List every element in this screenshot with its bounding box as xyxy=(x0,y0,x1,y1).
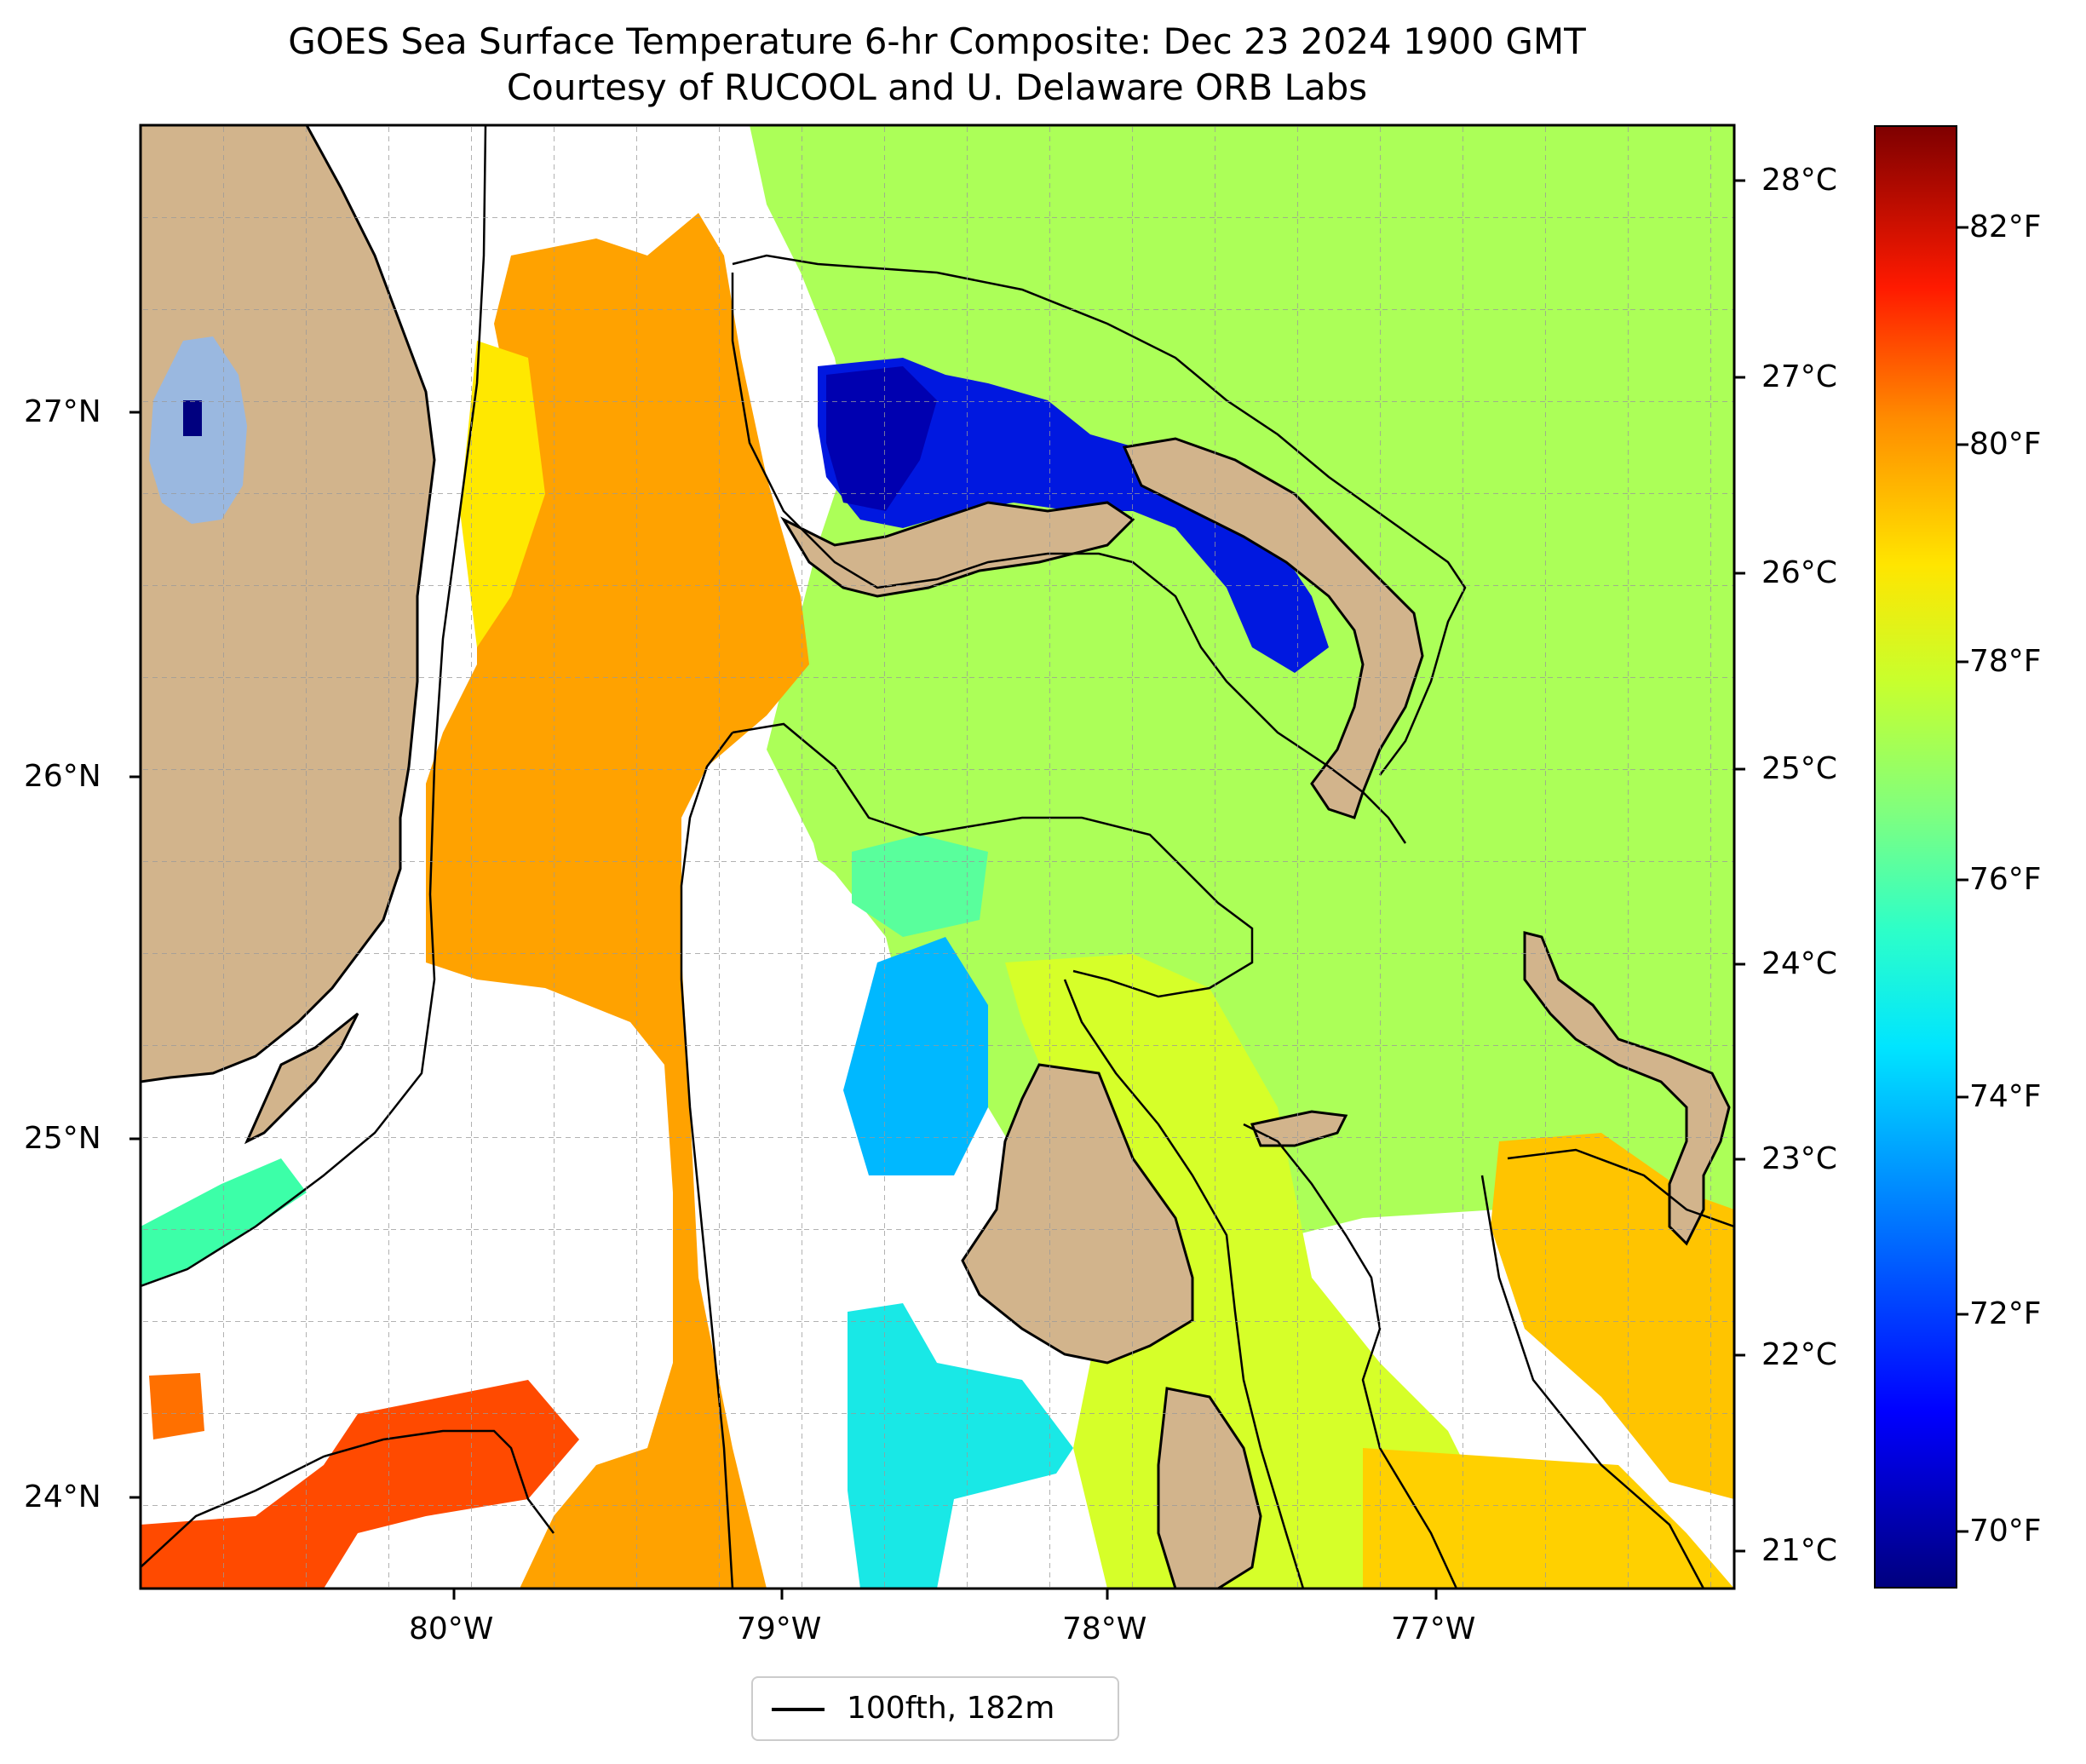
celsius-ticks xyxy=(1734,179,1745,1553)
fahrenheit-label: 82°F xyxy=(1969,210,2042,244)
celsius-label: 24°C xyxy=(1761,946,1837,981)
lat-label: 24°N xyxy=(24,1480,101,1514)
map-gridlines xyxy=(141,125,1734,1589)
fahrenheit-label: 78°F xyxy=(1969,644,2042,679)
celsius-label: 22°C xyxy=(1761,1337,1837,1372)
celsius-label: 25°C xyxy=(1761,751,1837,786)
map-subtitle: Courtesy of RUCOOL and U. Delaware ORB L… xyxy=(506,66,1368,108)
map-frame xyxy=(139,124,1736,1590)
celsius-label: 26°C xyxy=(1761,555,1837,590)
celsius-label: 28°C xyxy=(1761,163,1837,198)
temperature-colorbar xyxy=(1874,125,1957,1589)
lat-label: 25°N xyxy=(24,1121,101,1156)
celsius-label: 21°C xyxy=(1761,1533,1837,1568)
legend-label: 100fth, 182m xyxy=(847,1691,1055,1726)
celsius-label: 23°C xyxy=(1761,1141,1837,1176)
legend-contour-line xyxy=(772,1708,825,1711)
lon-ticks xyxy=(452,1589,1438,1600)
fahrenheit-label: 72°F xyxy=(1969,1296,2042,1331)
fahrenheit-label: 70°F xyxy=(1969,1514,2042,1549)
lat-ticks xyxy=(129,411,141,1499)
fahrenheit-label: 80°F xyxy=(1969,427,2042,462)
lon-label: 80°W xyxy=(409,1612,494,1646)
fahrenheit-label: 74°F xyxy=(1969,1079,2042,1114)
fahrenheit-ticks xyxy=(1957,226,1968,1533)
lon-label: 78°W xyxy=(1062,1612,1147,1646)
map-title: GOES Sea Surface Temperature 6-hr Compos… xyxy=(288,20,1586,62)
lat-label: 26°N xyxy=(24,759,101,794)
celsius-label: 27°C xyxy=(1761,359,1837,394)
lat-label: 27°N xyxy=(24,394,101,429)
lon-label: 77°W xyxy=(1391,1612,1476,1646)
lon-label: 79°W xyxy=(737,1612,822,1646)
fahrenheit-label: 76°F xyxy=(1969,862,2042,897)
map-legend: 100fth, 182m xyxy=(751,1676,1119,1741)
